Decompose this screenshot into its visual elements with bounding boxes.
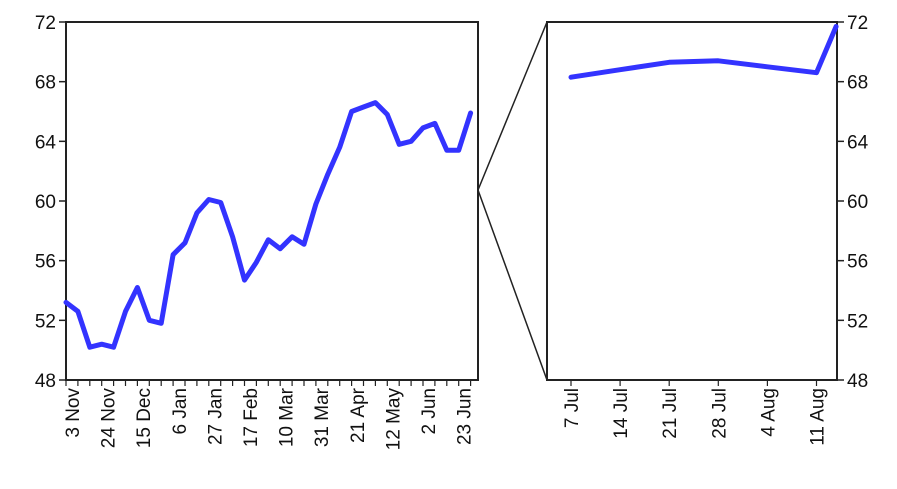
y-tick-label: 60 (35, 192, 56, 213)
y-tick-label: 56 (847, 252, 868, 273)
x-tick-label: 7 Jul (562, 388, 583, 428)
y-tick-label: 64 (847, 132, 869, 153)
series-line (63, 100, 474, 350)
x-tick-label: 14 Jul (611, 388, 632, 439)
x-tick-label: 17 Feb (241, 388, 262, 447)
x-tick-label: 3 Nov (63, 388, 84, 438)
zoom-connector-lines (477, 21, 548, 381)
x-tick-label: 10 Mar (277, 387, 298, 447)
x-tick-label: 24 Nov (99, 388, 120, 449)
y-tick-label: 72 (847, 13, 868, 34)
connector-line-bottom (477, 189, 548, 381)
x-tick-label: 2 Jun (419, 388, 440, 434)
x-tick-label: 15 Dec (134, 388, 155, 448)
y-tick-label: 60 (847, 192, 868, 213)
y-tick-label: 72 (35, 13, 56, 34)
series-line (568, 24, 839, 80)
right-chart-panel: 48 52 56 60 64 68 72 7 Jul 14 Jul 21 Jul 28 Jul 4 A… (546, 13, 869, 446)
x-tick-label: 23 Jun (455, 388, 476, 445)
left-chart-panel: 48 52 56 60 64 68 72 3 Nov 24 Nov 15 Dec 6 Jan 27 J… (35, 13, 479, 451)
y-tick-label: 68 (847, 73, 868, 94)
x-tick-label: 11 Aug (808, 388, 829, 446)
y-tick-label: 68 (35, 73, 56, 94)
connector-line-top (477, 21, 548, 191)
x-tick-label: 6 Jan (170, 388, 191, 434)
y-tick-label: 56 (35, 252, 56, 273)
x-tick-label: 12 May (383, 388, 404, 451)
x-tick-label: 4 Aug (758, 388, 779, 437)
y-tick-label: 64 (35, 132, 57, 153)
x-tick-label: 31 Mar (312, 387, 333, 447)
y-tick-label: 52 (847, 311, 868, 332)
x-tick-label: 21 Apr (348, 387, 369, 443)
x-tick-label: 21 Jul (660, 388, 681, 439)
x-tick-label: 28 Jul (709, 388, 730, 439)
y-tick-label: 52 (35, 311, 56, 332)
y-tick-label: 48 (847, 371, 868, 392)
x-tick-label: 27 Jan (205, 388, 226, 445)
plot-frame (65, 21, 479, 381)
y-tick-label: 48 (35, 371, 56, 392)
